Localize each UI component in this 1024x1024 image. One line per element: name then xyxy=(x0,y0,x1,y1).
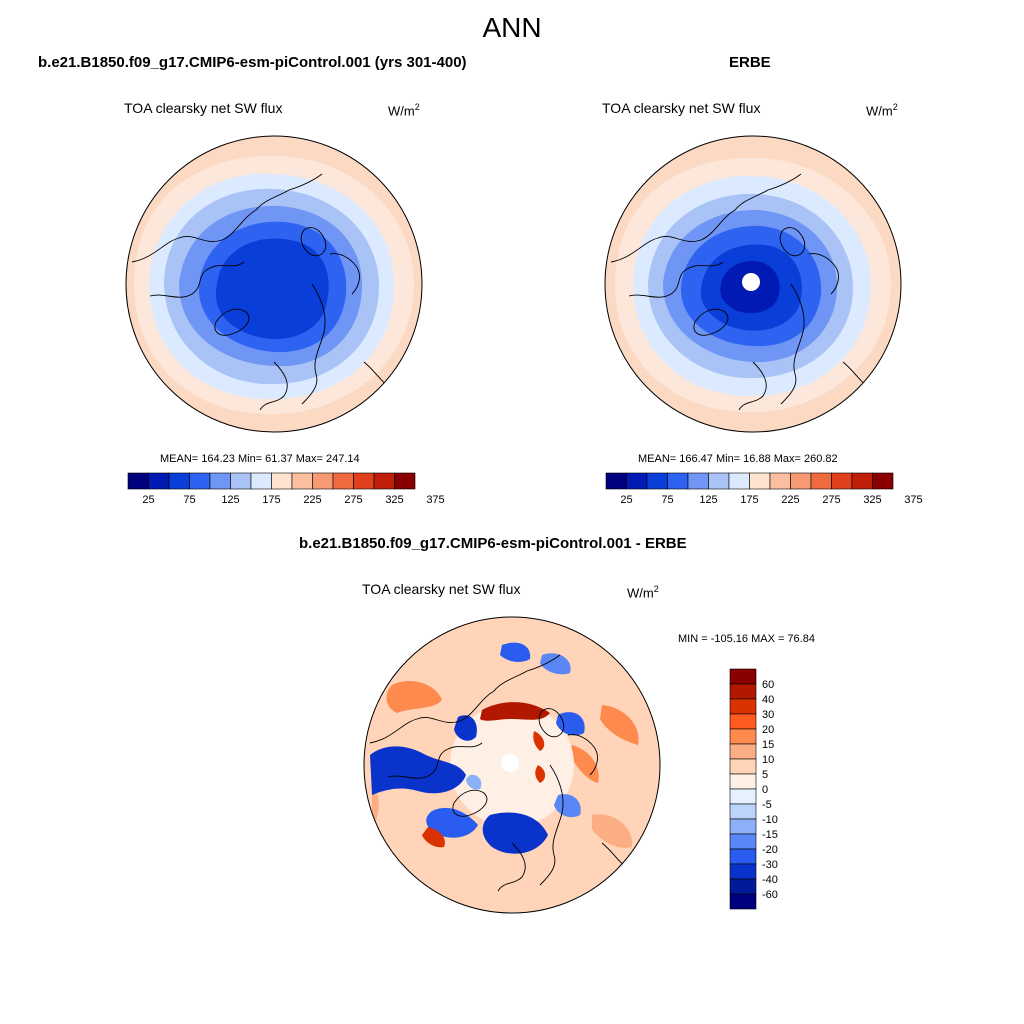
obs-variable-label: TOA clearsky net SW flux xyxy=(602,100,761,116)
obs-colorbar-swatch xyxy=(708,472,730,490)
diff-colorbar-swatch xyxy=(729,893,757,910)
figure-title: ANN xyxy=(482,12,542,43)
diff-colorbar: 60 40 30 20 15 10 5 0 -5 -10 -15 -20 -30 -40 -60 xyxy=(729,668,778,910)
diff-colorbar-tick-label: -15 xyxy=(762,829,778,841)
diff-colorbar-tick-label: 30 xyxy=(762,709,774,721)
model-units-label: W/m2 xyxy=(388,102,420,119)
model-colorbar-tick-label: 275 xyxy=(344,494,362,506)
obs-colorbar-swatch xyxy=(769,472,791,490)
obs-colorbar-swatch xyxy=(646,472,668,490)
diff-colorbar-swatch xyxy=(729,743,757,760)
diff-colorbar-tick-label: 40 xyxy=(762,694,774,706)
model-panel-title: b.e21.B1850.f09_g17.CMIP6-esm-piControl.… xyxy=(38,54,467,71)
obs-colorbar-swatch xyxy=(872,472,894,490)
model-colorbar-swatch xyxy=(332,472,354,490)
obs-colorbar-swatch xyxy=(605,472,627,490)
diff-colorbar-tick-label: 5 xyxy=(762,769,768,781)
model-colorbar-swatch xyxy=(353,472,375,490)
diff-colorbar-tick-label: -20 xyxy=(762,844,778,856)
diff-colorbar-tick-label: 0 xyxy=(762,784,768,796)
obs-units-label: W/m2 xyxy=(866,102,898,119)
obs-polar-map xyxy=(604,135,902,433)
obs-colorbar-tick-label: 275 xyxy=(822,494,840,506)
obs-colorbar-tick-label: 75 xyxy=(661,494,673,506)
obs-colorbar-tick-label: 125 xyxy=(699,494,717,506)
obs-colorbar-tick-label: 25 xyxy=(620,494,632,506)
model-colorbar-swatch xyxy=(148,472,170,490)
diff-units-label: W/m2 xyxy=(627,584,659,601)
model-colorbar-swatch xyxy=(312,472,334,490)
diff-colorbar-swatch xyxy=(729,863,757,880)
model-polar-map xyxy=(125,135,423,433)
model-colorbar-tick-label: 225 xyxy=(303,494,321,506)
obs-panel-title: ERBE xyxy=(729,54,771,71)
model-variable-label: TOA clearsky net SW flux xyxy=(124,100,283,116)
diff-colorbar-tick-label: -60 xyxy=(762,889,778,901)
model-colorbar-swatch xyxy=(189,472,211,490)
diff-polar-map xyxy=(363,616,661,914)
obs-colorbar-swatch xyxy=(831,472,853,490)
obs-colorbar-swatch xyxy=(667,472,689,490)
model-colorbar-swatch xyxy=(230,472,252,490)
model-colorbar-swatch xyxy=(271,472,293,490)
model-colorbar-tick-label: 75 xyxy=(183,494,195,506)
obs-colorbar: 25 75 125 175 225 275 325 375 xyxy=(605,472,923,506)
diff-colorbar-swatch xyxy=(729,668,757,685)
model-colorbar: 25 75 125 175 225 275 325 375 xyxy=(127,472,445,506)
model-colorbar-tick-label: 325 xyxy=(385,494,403,506)
model-colorbar-swatch xyxy=(291,472,313,490)
obs-stats-label: MEAN= 166.47 Min= 16.88 Max= 260.82 xyxy=(638,453,838,465)
diff-colorbar-swatch xyxy=(729,878,757,895)
diff-colorbar-swatch xyxy=(729,713,757,730)
obs-colorbar-tick-label: 325 xyxy=(863,494,881,506)
obs-colorbar-swatch xyxy=(810,472,832,490)
model-colorbar-tick-label: 175 xyxy=(262,494,280,506)
diff-colorbar-swatch xyxy=(729,818,757,835)
diff-variable-label: TOA clearsky net SW flux xyxy=(362,581,521,597)
diff-colorbar-tick-label: -5 xyxy=(762,799,772,811)
diff-colorbar-swatch xyxy=(729,728,757,745)
diff-colorbar-tick-label: 15 xyxy=(762,739,774,751)
diff-panel-title: b.e21.B1850.f09_g17.CMIP6-esm-piControl.… xyxy=(299,535,687,552)
obs-colorbar-tick-label: 375 xyxy=(904,494,922,506)
model-colorbar-swatch xyxy=(168,472,190,490)
diff-colorbar-swatch xyxy=(729,773,757,790)
obs-colorbar-swatch xyxy=(749,472,771,490)
model-colorbar-swatch xyxy=(373,472,395,490)
diff-colorbar-swatch xyxy=(729,833,757,850)
diff-colorbar-swatch xyxy=(729,698,757,715)
diff-colorbar-tick-label: -30 xyxy=(762,859,778,871)
model-colorbar-swatch xyxy=(127,472,149,490)
diff-colorbar-tick-label: 60 xyxy=(762,679,774,691)
obs-colorbar-swatch xyxy=(851,472,873,490)
diff-colorbar-swatch xyxy=(729,758,757,775)
diff-colorbar-swatch xyxy=(729,803,757,820)
model-colorbar-tick-label: 125 xyxy=(221,494,239,506)
model-colorbar-tick-label: 25 xyxy=(142,494,154,506)
diff-colorbar-swatch xyxy=(729,683,757,700)
diff-colorbar-swatch xyxy=(729,848,757,865)
diff-colorbar-tick-label: -10 xyxy=(762,814,778,826)
model-colorbar-tick-label: 375 xyxy=(426,494,444,506)
diff-colorbar-tick-label: 10 xyxy=(762,754,774,766)
obs-colorbar-tick-label: 175 xyxy=(740,494,758,506)
diff-colorbar-tick-label: 20 xyxy=(762,724,774,736)
model-colorbar-swatch xyxy=(394,472,416,490)
obs-colorbar-swatch xyxy=(687,472,709,490)
diff-stats-label: MIN = -105.16 MAX = 76.84 xyxy=(678,633,815,645)
obs-colorbar-swatch xyxy=(626,472,648,490)
model-colorbar-swatch xyxy=(250,472,272,490)
obs-colorbar-tick-label: 225 xyxy=(781,494,799,506)
diff-colorbar-swatch xyxy=(729,788,757,805)
obs-colorbar-swatch xyxy=(790,472,812,490)
model-colorbar-swatch xyxy=(209,472,231,490)
model-stats-label: MEAN= 164.23 Min= 61.37 Max= 247.14 xyxy=(160,453,360,465)
obs-colorbar-swatch xyxy=(728,472,750,490)
diff-colorbar-tick-label: -40 xyxy=(762,874,778,886)
